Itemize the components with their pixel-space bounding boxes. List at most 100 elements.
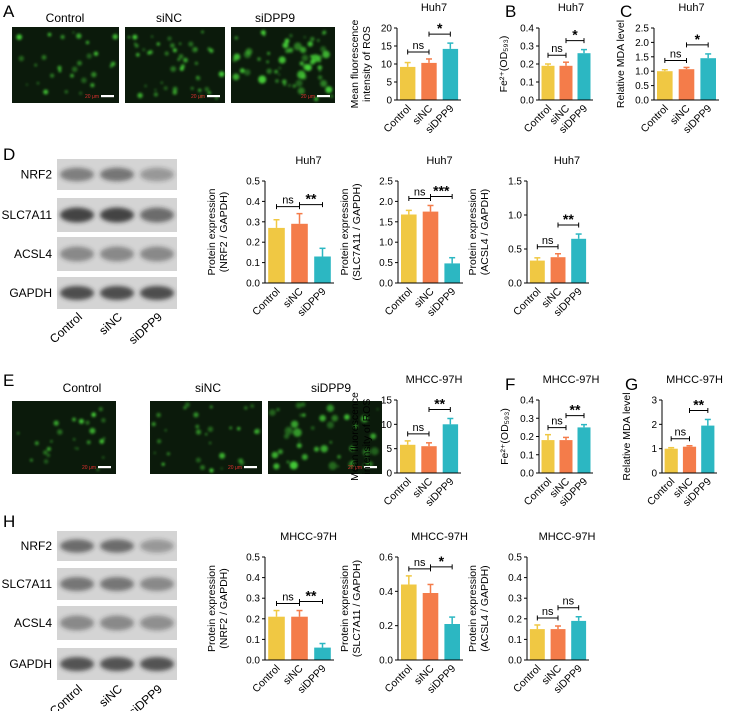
chart-c-mda: Huh7ControlsiNCsiDPP90.00.51.01.52.02.5R…: [615, 2, 719, 136]
chart-title: MHCC-97H: [406, 374, 463, 386]
y-tick-label: 0.1: [520, 450, 534, 461]
image-label-mhcc-control: Control: [63, 381, 102, 395]
error-bar: [704, 418, 711, 426]
significance-bracket: ns: [547, 43, 567, 58]
bar-sinc: [678, 69, 695, 100]
x-tick-label: Control: [381, 476, 413, 508]
y-tick-label: 0.5: [379, 258, 393, 269]
bar-sinc: [550, 629, 566, 660]
significance-bracket: **: [557, 211, 580, 228]
y-tick-label: 1: [651, 444, 657, 455]
y-tick-label: 0.1: [246, 258, 260, 269]
y-axis-label: Relative MDA level: [621, 392, 633, 480]
significance-label: ns: [282, 195, 294, 207]
bar-control: [657, 71, 673, 100]
error-bar: [405, 575, 412, 585]
significance-label: ns: [413, 40, 425, 52]
bar-sinc: [421, 62, 437, 100]
significance-bracket: *: [428, 20, 451, 37]
panel-letter-c: C: [620, 2, 632, 21]
error-bar: [447, 417, 454, 425]
significance-bracket: **: [299, 191, 323, 208]
significance-bracket: ns: [276, 592, 300, 607]
bar-sidpp9: [571, 620, 587, 660]
blot-lane-label: Control: [47, 310, 85, 346]
chart-title: Huh7: [426, 155, 452, 167]
significance-bracket: ns: [407, 422, 430, 437]
y-tick-label: 0.3: [508, 594, 522, 605]
significance-label: **: [570, 402, 581, 418]
y-tick-label: 0.0: [246, 656, 260, 667]
bar-control: [400, 66, 416, 100]
error-bar: [686, 444, 693, 447]
significance-bracket: ns: [670, 427, 690, 442]
error-bar: [319, 247, 326, 257]
error-bar: [705, 53, 712, 59]
chart-d-nrf2: Huh7ControlsiNCsiDPP90.00.10.20.30.40.5P…: [206, 155, 334, 319]
significance-bracket: ns: [408, 557, 431, 572]
fluorescence-image-huh7-control: 20 μm: [12, 27, 119, 103]
significance-label: **: [306, 191, 317, 207]
image-label-huh7-sinc: siNC: [156, 11, 182, 25]
panel-letters: A B C D E F G H: [3, 2, 638, 531]
bar-sinc: [559, 440, 573, 473]
significance-label: ns: [563, 596, 575, 608]
chart-title: Huh7: [554, 155, 580, 167]
y-tick-label: 0.0: [246, 279, 260, 290]
significance-bracket: ***: [430, 182, 453, 199]
error-bar: [404, 440, 411, 445]
bar-control: [541, 440, 555, 473]
error-bar: [581, 423, 587, 428]
panel-letter-a: A: [3, 2, 15, 21]
error-bar: [273, 219, 280, 228]
significance-label: *: [439, 553, 445, 569]
y-tick-label: 15: [381, 42, 393, 53]
y-tick-label: 1.5: [508, 177, 522, 188]
bar-sinc: [682, 446, 697, 473]
significance-label: ns: [675, 427, 687, 439]
chart-title: MHCC-97H: [539, 531, 596, 543]
significance-label: *: [695, 31, 701, 47]
blot-label: NRF2: [21, 539, 53, 553]
y-tick-label: 0.4: [246, 573, 260, 584]
fluorescence-image-mhcc-sidpp9: 20 μm: [268, 401, 382, 474]
blot-lane-label: siNC: [96, 682, 125, 710]
y-tick-label: 0.0: [379, 279, 393, 290]
blot-huh7-nrf2: [57, 159, 177, 190]
chart-title: MHCC-97H: [543, 374, 600, 386]
blot-label: ACSL4: [14, 247, 52, 261]
image-label-mhcc-sidpp9: siDPP9: [311, 381, 351, 395]
error-bar: [575, 233, 582, 239]
error-bar: [563, 61, 569, 66]
image-label-huh7-control: Control: [46, 11, 85, 25]
fluorescence-image-mhcc-control: 20 μm: [12, 401, 116, 474]
bar-control: [664, 448, 678, 473]
significance-label: **: [693, 396, 704, 412]
y-tick-label: 0.3: [246, 217, 260, 228]
y-tick-label: 0.4: [379, 587, 393, 598]
blot-huh7-slc7a11: [57, 198, 177, 232]
bar-sidpp9: [701, 425, 715, 473]
y-tick-label: 3: [651, 396, 657, 407]
blot-lane-label: siDPP9: [126, 682, 165, 711]
error-bar: [581, 48, 587, 54]
error-bar: [661, 69, 668, 72]
y-axis-label: (NRF2 / GAPDH): [218, 568, 230, 649]
x-tick-label: Control: [250, 663, 282, 695]
image-label-huh7-sidpp9: siDPP9: [255, 11, 295, 25]
y-tick-label: 0.4: [520, 24, 534, 35]
blot-huh7-gapdh: [57, 277, 177, 309]
scale-bar-label: 20 μm: [191, 94, 205, 100]
significance-bracket: ns: [557, 596, 580, 611]
error-bar: [427, 204, 434, 212]
y-tick-label: 1.0: [379, 238, 393, 249]
bar-control: [529, 629, 545, 660]
chart-b-fe: Huh7ControlsiNCsiDPP90.00.10.20.30.4Fe²⁺…: [498, 2, 593, 136]
bar-control: [401, 214, 417, 283]
y-tick-label: 0.0: [635, 96, 649, 107]
bar-sinc: [421, 446, 437, 473]
y-axis-label: Protein expression: [206, 188, 218, 275]
